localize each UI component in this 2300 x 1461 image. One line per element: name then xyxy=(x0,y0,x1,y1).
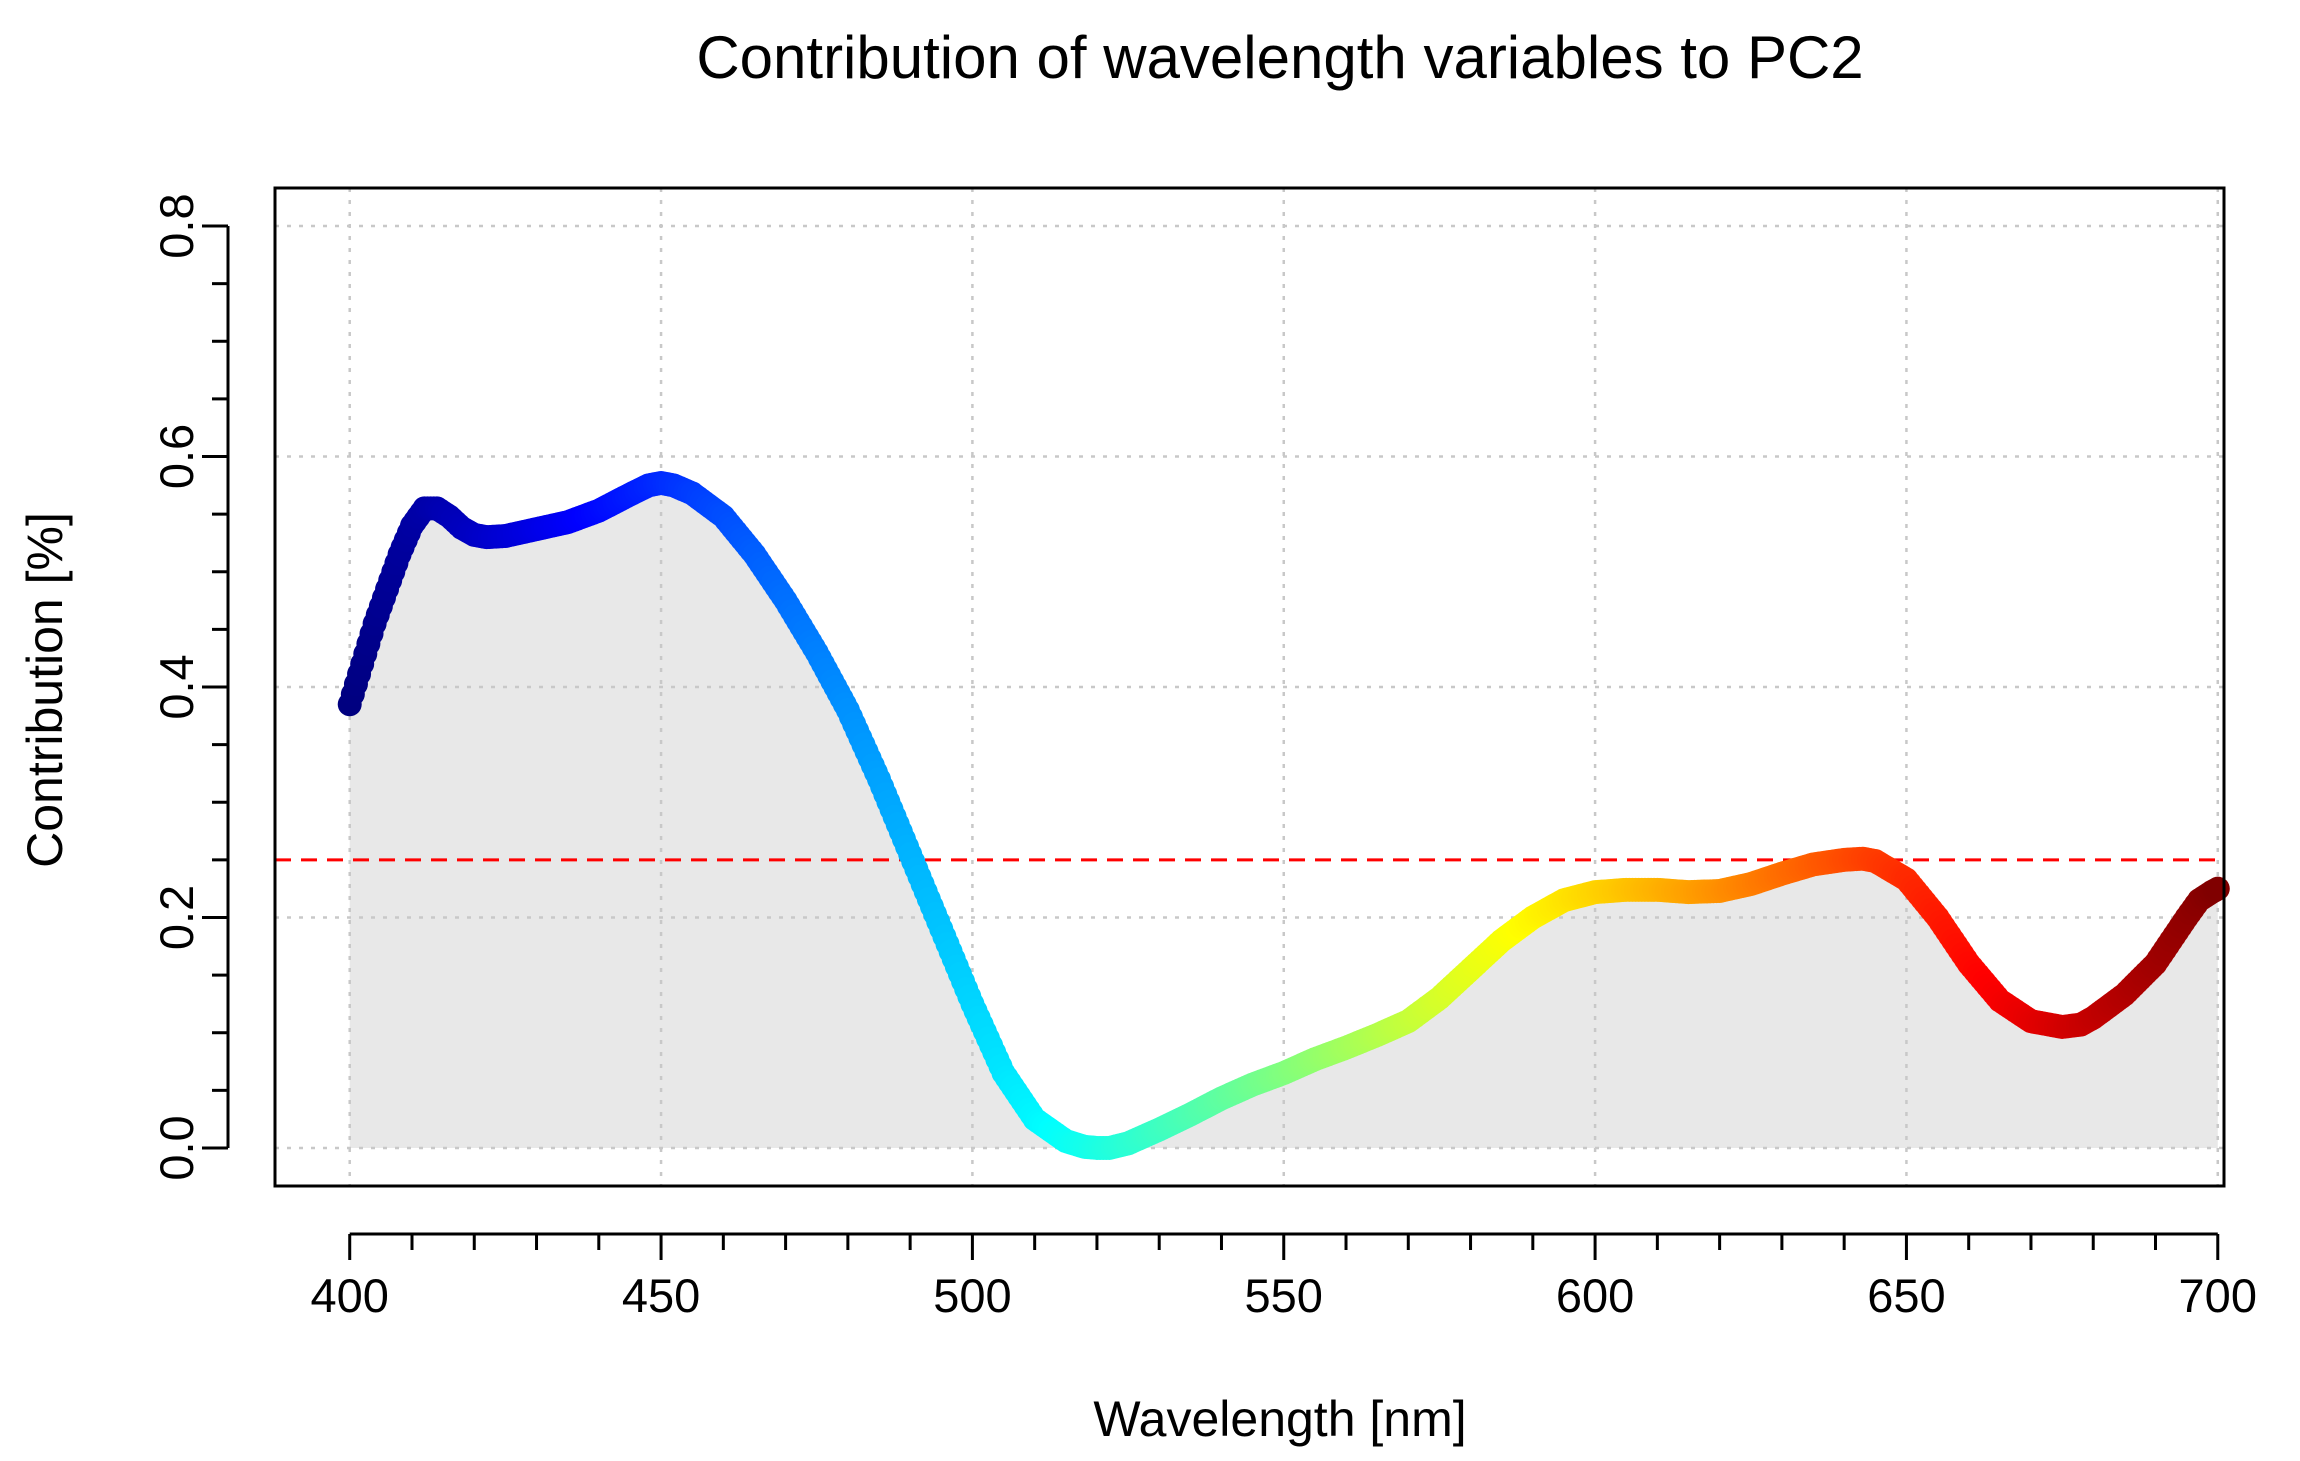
x-tick-label: 700 xyxy=(2179,1269,2257,1322)
x-tick-label: 450 xyxy=(622,1269,700,1322)
area-fill xyxy=(349,483,2218,1148)
y-tick-label: 0.6 xyxy=(150,424,203,489)
axis-layer: 400 450 500 550 600 650 700 0.0 0.2 0.4 0.6 0.8 xyxy=(150,193,2257,1322)
y-tick-label: 0.8 xyxy=(150,193,203,258)
x-tick-label: 600 xyxy=(1556,1269,1634,1322)
x-tick-label: 650 xyxy=(1867,1269,1945,1322)
y-tick-label: 0.0 xyxy=(150,1115,203,1180)
plot-frame xyxy=(273,186,2226,1188)
x-tick-label: 500 xyxy=(933,1269,1011,1322)
y-axis-title: Contribution [%] xyxy=(17,512,73,868)
area-fill-layer xyxy=(349,483,2218,1148)
x-tick-label: 400 xyxy=(311,1269,389,1322)
y-tick-label: 0.4 xyxy=(150,654,203,719)
x-axis-title: Wavelength [nm] xyxy=(1093,1391,1466,1447)
grid-layer xyxy=(275,188,2224,1186)
x-tick-label: 550 xyxy=(1245,1269,1323,1322)
y-tick-label: 0.2 xyxy=(150,885,203,950)
data-point xyxy=(2205,876,2230,901)
chart-title: Contribution of wavelength variables to … xyxy=(696,24,1863,91)
data-points-layer xyxy=(337,471,2230,1160)
